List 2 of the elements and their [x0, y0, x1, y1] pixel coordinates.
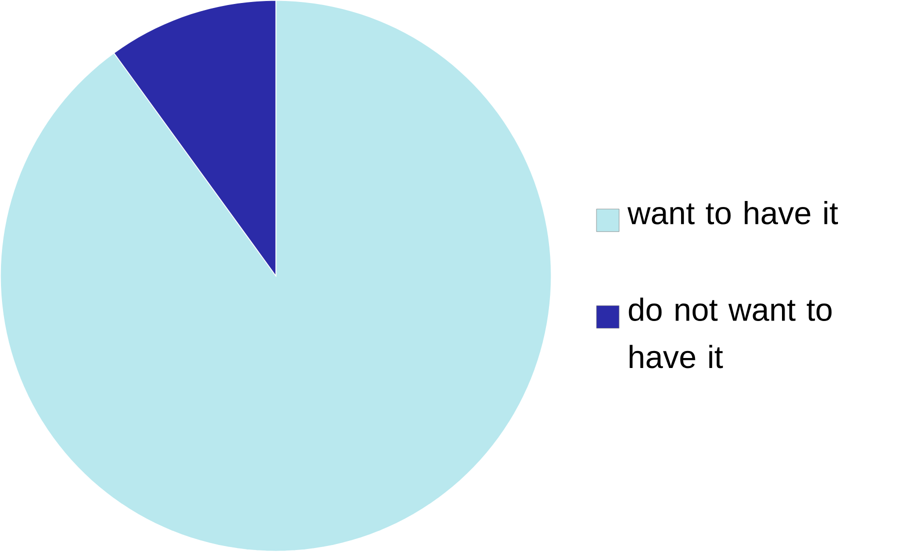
- legend-label: do not want to have it: [628, 298, 832, 368]
- legend-label: want to have it: [627, 201, 838, 225]
